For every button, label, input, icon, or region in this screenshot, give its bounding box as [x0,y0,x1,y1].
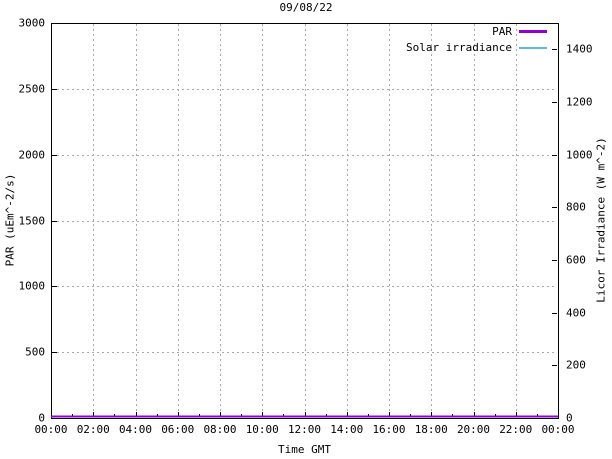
x-axis-label: Time GMT [278,443,331,456]
plot-frame [51,23,559,419]
y-tick-label: 0 [38,411,45,425]
legend-label: Solar irradiance [406,41,512,54]
y2-tick-label: 1200 [566,95,593,109]
legend-label: PAR [492,25,512,38]
y2-tick-label: 400 [566,306,586,320]
x-tick-label: 22:00 [499,423,533,436]
legend: PAR Solar irradiance [406,25,547,54]
y-tick-label: 3000 [18,16,46,30]
y-tick-label: 1000 [18,279,46,293]
y-tick-label: 2500 [18,82,46,96]
x-tick-label: 00:00 [34,423,68,436]
y2-tick-label: 1400 [566,42,593,56]
x-tick-label: 08:00 [203,423,237,436]
y2-tick-label: 800 [566,200,586,214]
x-tick-label: 00:00 [541,423,575,436]
y2-tick-label: 1000 [566,148,593,162]
chart-title: 09/08/22 [279,1,333,14]
x-tick-label: 14:00 [330,423,364,436]
x-tick-label: 06:00 [161,423,195,436]
x-tick-label: 20:00 [456,423,491,436]
x-tick-label: 18:00 [414,423,448,436]
y2-tick-label: 200 [566,358,586,372]
y-tick-label: 1500 [18,214,46,227]
legend-row: Solar irradiance [406,41,547,54]
legend-line-sample [519,30,547,33]
x-tick-label: 04:00 [118,423,153,436]
x-tick-label: 12:00 [287,423,322,436]
y2-tick-label: 600 [566,253,586,267]
y-tick-label: 2000 [18,148,46,162]
y2-tick-label: 0 [566,411,573,425]
x-tick-label: 02:00 [76,423,110,436]
legend-row: PAR [492,25,547,38]
x-tick-label: 10:00 [245,423,279,436]
x-tick-label: 16:00 [372,423,406,436]
y-tick-label: 500 [25,345,45,359]
legend-line-sample [519,46,547,49]
